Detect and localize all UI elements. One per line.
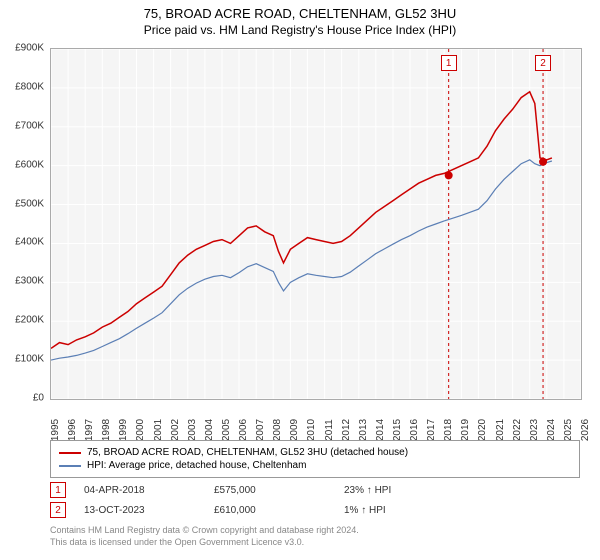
x-tick-label: 1996 — [67, 419, 78, 441]
title-area: 75, BROAD ACRE ROAD, CHELTENHAM, GL52 3H… — [0, 0, 600, 37]
x-axis-labels: 1995 1996 1997 1998 1999 2000 2001 2002 2003 2004… — [50, 400, 582, 440]
x-tick-label: 2004 — [204, 419, 215, 441]
x-tick-label: 2012 — [341, 419, 352, 441]
x-tick-label: 2001 — [153, 419, 164, 441]
y-tick-label: £500K — [15, 198, 44, 209]
legend-row-hpi: HPI: Average price, detached house, Chel… — [59, 460, 571, 471]
x-tick-label: 2021 — [495, 419, 506, 441]
footer: Contains HM Land Registry data © Crown c… — [50, 525, 580, 548]
marker-date: 13-OCT-2023 — [84, 505, 214, 516]
x-tick-label: 1998 — [101, 419, 112, 441]
x-tick-label: 2016 — [409, 419, 420, 441]
plot-svg — [51, 49, 581, 399]
marker-badge: 2 — [50, 502, 66, 518]
chart-marker-badge: 2 — [535, 55, 551, 71]
x-tick-label: 2013 — [358, 419, 369, 441]
x-tick-label: 2011 — [324, 419, 335, 441]
chart-title: 75, BROAD ACRE ROAD, CHELTENHAM, GL52 3H… — [0, 6, 600, 21]
legend-label-property: 75, BROAD ACRE ROAD, CHELTENHAM, GL52 3H… — [87, 447, 408, 458]
chart-marker-badge: 1 — [441, 55, 457, 71]
legend-label-hpi: HPI: Average price, detached house, Chel… — [87, 460, 306, 471]
y-tick-label: £100K — [15, 354, 44, 365]
x-tick-label: 2017 — [426, 419, 437, 441]
x-tick-label: 2007 — [255, 419, 266, 441]
y-tick-label: £300K — [15, 276, 44, 287]
legend-row-property: 75, BROAD ACRE ROAD, CHELTENHAM, GL52 3H… — [59, 447, 571, 458]
x-tick-label: 2019 — [460, 419, 471, 441]
chart-container: 75, BROAD ACRE ROAD, CHELTENHAM, GL52 3H… — [0, 0, 600, 560]
x-tick-label: 2010 — [306, 419, 317, 441]
y-tick-label: £0 — [33, 393, 44, 404]
legend: 75, BROAD ACRE ROAD, CHELTENHAM, GL52 3H… — [50, 440, 580, 478]
x-tick-label: 2015 — [392, 419, 403, 441]
y-tick-label: £900K — [15, 43, 44, 54]
marker-badge: 1 — [50, 482, 66, 498]
x-tick-label: 2009 — [289, 419, 300, 441]
legend-swatch-property — [59, 452, 81, 454]
footer-line1: Contains HM Land Registry data © Crown c… — [50, 525, 580, 537]
x-tick-label: 2000 — [135, 419, 146, 441]
x-tick-label: 1995 — [50, 419, 61, 441]
y-tick-label: £600K — [15, 159, 44, 170]
y-tick-label: £400K — [15, 237, 44, 248]
x-tick-label: 2024 — [546, 419, 557, 441]
marker-date: 04-APR-2018 — [84, 485, 214, 496]
x-tick-label: 2005 — [221, 419, 232, 441]
x-tick-label: 2018 — [443, 419, 454, 441]
marker-row: 2 13-OCT-2023£610,0001% ↑ HPI — [50, 502, 580, 518]
y-axis-labels: £0£100K£200K£300K£400K£500K£600K£700K£80… — [0, 48, 48, 400]
x-tick-label: 1999 — [118, 419, 129, 441]
x-tick-label: 2022 — [512, 419, 523, 441]
marker-row: 1 04-APR-2018£575,00023% ↑ HPI — [50, 482, 580, 498]
plot-area: 12 — [50, 48, 582, 400]
x-tick-label: 2008 — [272, 419, 283, 441]
legend-swatch-hpi — [59, 465, 81, 467]
x-tick-label: 2025 — [563, 419, 574, 441]
marker-table: 1 04-APR-2018£575,00023% ↑ HPI 2 13-OCT-202… — [50, 478, 580, 522]
y-tick-label: £800K — [15, 81, 44, 92]
x-tick-label: 2023 — [529, 419, 540, 441]
marker-delta: 1% ↑ HPI — [344, 505, 474, 516]
y-tick-label: £200K — [15, 315, 44, 326]
x-tick-label: 2020 — [477, 419, 488, 441]
x-tick-label: 2003 — [187, 419, 198, 441]
marker-delta: 23% ↑ HPI — [344, 485, 474, 496]
y-tick-label: £700K — [15, 120, 44, 131]
x-tick-label: 2006 — [238, 419, 249, 441]
x-tick-label: 2014 — [375, 419, 386, 441]
x-tick-label: 1997 — [84, 419, 95, 441]
footer-line2: This data is licensed under the Open Gov… — [50, 537, 580, 549]
marker-price: £575,000 — [214, 485, 344, 496]
marker-price: £610,000 — [214, 505, 344, 516]
chart-subtitle: Price paid vs. HM Land Registry's House … — [0, 23, 600, 37]
x-tick-label: 2026 — [580, 419, 591, 441]
x-tick-label: 2002 — [170, 419, 181, 441]
